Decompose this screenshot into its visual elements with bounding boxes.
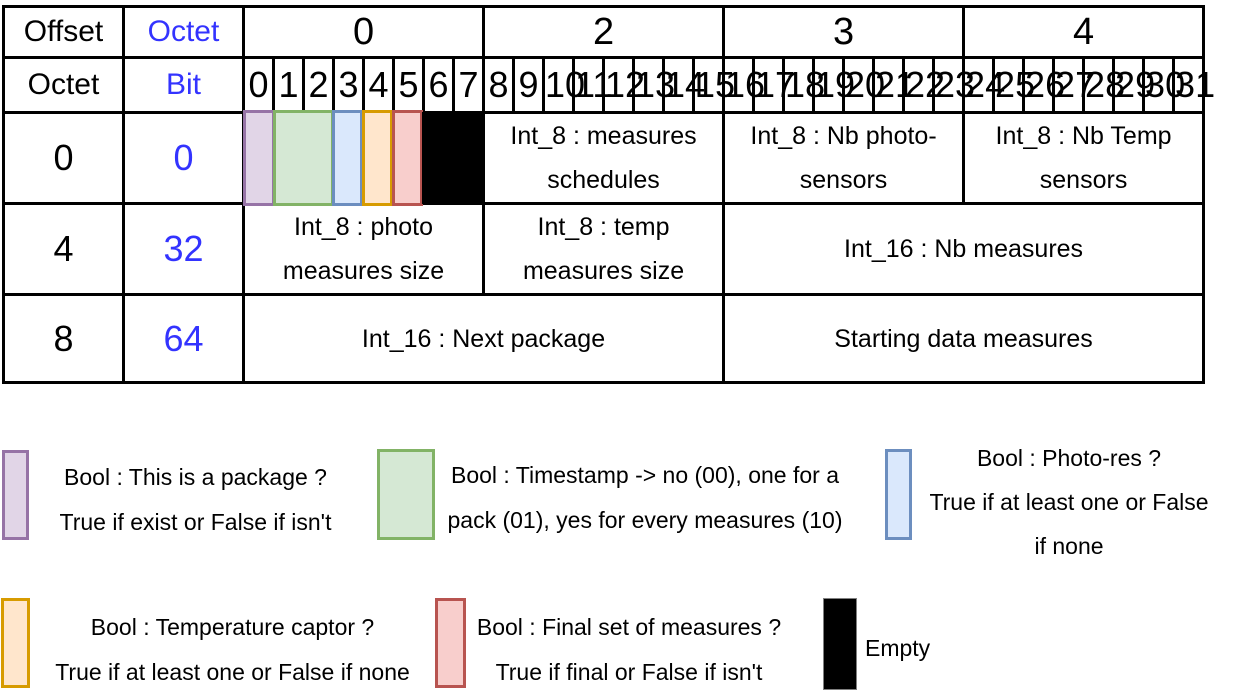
bit-number-cell: 27 bbox=[1052, 56, 1095, 114]
bit-number-cell: 0 bbox=[242, 56, 275, 114]
bit-number-cell: 19 bbox=[812, 56, 855, 114]
photo-flag-box bbox=[332, 110, 363, 206]
legend-line: True if final or False if isn't bbox=[495, 659, 763, 685]
legend-swatch-temperature bbox=[1, 598, 30, 688]
legend-swatch-package bbox=[2, 450, 29, 540]
bit-number-cell: 24 bbox=[962, 56, 1005, 114]
bit-offset-value-cell: 64 bbox=[122, 293, 245, 384]
final-flag-box bbox=[392, 110, 423, 206]
legend-line: Bool : Temperature captor ? bbox=[90, 614, 375, 640]
bit-number-cell: 6 bbox=[422, 56, 455, 114]
field-cell: Starting data measures bbox=[722, 293, 1206, 384]
bit-number-cell: 10 bbox=[542, 56, 585, 114]
offset-value-cell: 8 bbox=[2, 293, 125, 384]
bit-number-cell: 25 bbox=[992, 56, 1035, 114]
empty-flag-box bbox=[422, 112, 484, 204]
field-cell: Int_16 : Next package bbox=[241, 293, 726, 384]
bit-number-cell: 2 bbox=[302, 56, 335, 114]
legend-swatch-final bbox=[435, 598, 466, 688]
legend-swatch-empty bbox=[823, 598, 857, 690]
packet-table: Offset Octet 0 2 3 4 Octet Bit 0 1 2 3 4… bbox=[2, 5, 1215, 384]
octet-header-cell: Octet bbox=[122, 5, 245, 59]
bit-offset-value-cell: 32 bbox=[122, 202, 245, 296]
legend-line: True if exist or False if isn't bbox=[59, 509, 332, 535]
octet-group-cell: 4 bbox=[962, 5, 1206, 59]
field-cell: Int_8 : temp measures size bbox=[482, 202, 726, 296]
legend-line: pack (01), yes for every measures (10) bbox=[447, 507, 843, 533]
field-cell: Int_8 : Nb Temp sensors bbox=[962, 111, 1206, 205]
field-cell: Int_8 : photo measures size bbox=[241, 202, 486, 296]
octet-group-cell: 2 bbox=[482, 5, 726, 59]
octet-group-cell: 3 bbox=[722, 5, 966, 59]
bit-number-cell: 29 bbox=[1112, 56, 1155, 114]
bit-number-cell: 8 bbox=[482, 56, 516, 114]
legend-text-empty: Empty bbox=[865, 626, 1005, 671]
bit-number-cell: 21 bbox=[872, 56, 915, 114]
bit-row-label-cell: Bit bbox=[122, 56, 245, 114]
legend-line: if none bbox=[1034, 533, 1104, 559]
legend-line: True if at least one or False if none bbox=[55, 659, 410, 685]
bit-number-cell: 11 bbox=[572, 56, 612, 114]
legend-text-temperature: Bool : Temperature captor ? True if at l… bbox=[40, 605, 425, 693]
bit-number-cell: 22 bbox=[902, 56, 945, 114]
bit-number-cell: 14 bbox=[662, 56, 705, 114]
bit-number-cell: 26 bbox=[1022, 56, 1065, 114]
bit-number-cell: 16 bbox=[722, 56, 765, 114]
flag-bits-cell bbox=[241, 110, 486, 206]
legend-line: Bool : Timestamp -> no (00), one for a bbox=[451, 462, 839, 488]
legend-text-timestamp: Bool : Timestamp -> no (00), one for a p… bbox=[437, 453, 853, 543]
bit-number-cell: 3 bbox=[332, 56, 365, 114]
bit-offset-value-cell: 0 bbox=[122, 111, 245, 205]
field-cell: Int_8 : measures schedules bbox=[482, 111, 726, 205]
timestamp-flag-box bbox=[273, 110, 334, 206]
legend-text-photo: Bool : Photo-res ? True if at least one … bbox=[918, 436, 1220, 568]
field-cell: Int_16 : Nb measures bbox=[722, 202, 1206, 296]
bit-number-cell: 4 bbox=[362, 56, 395, 114]
offset-value-cell: 4 bbox=[2, 202, 125, 296]
legend-swatch-timestamp bbox=[377, 449, 435, 540]
bit-number-cell: 5 bbox=[392, 56, 425, 114]
legend-line: True if at least one or False bbox=[929, 489, 1209, 515]
bit-number-cell: 9 bbox=[512, 56, 546, 114]
bit-number-cell: 28 bbox=[1082, 56, 1125, 114]
bit-number-cell: 20 bbox=[842, 56, 885, 114]
legend-text-final: Bool : Final set of measures ? True if f… bbox=[468, 605, 790, 693]
legend-line: Bool : Final set of measures ? bbox=[476, 614, 782, 640]
package-flag-box bbox=[243, 110, 275, 206]
bit-number-cell: 18 bbox=[782, 56, 825, 114]
bit-number-cell: 1 bbox=[272, 56, 305, 114]
bit-number-cell: 12 bbox=[602, 56, 645, 114]
legend-line: Bool : This is a package ? bbox=[64, 464, 327, 490]
bit-number-cell: 31 bbox=[1172, 56, 1215, 114]
temperature-flag-box bbox=[362, 110, 393, 206]
bit-number-cell: 7 bbox=[451, 56, 486, 114]
legend-swatch-photo bbox=[885, 449, 912, 540]
legend-line: Bool : Photo-res ? bbox=[976, 445, 1162, 471]
octet-row-label-cell: Octet bbox=[2, 56, 125, 114]
bit-number-cell: 17 bbox=[752, 56, 795, 114]
bit-number-cell: 23 bbox=[932, 56, 975, 114]
bit-number-cell: 15 bbox=[692, 56, 735, 114]
offset-value-cell: 0 bbox=[2, 111, 125, 205]
field-cell: Int_8 : Nb photo-sensors bbox=[722, 111, 966, 205]
offset-header-cell: Offset bbox=[2, 5, 125, 59]
legend-text-package: Bool : This is a package ? True if exist… bbox=[38, 455, 353, 545]
bit-number-cell: 30 bbox=[1142, 56, 1185, 114]
octet-group-cell: 0 bbox=[241, 5, 486, 59]
bit-number-cell: 13 bbox=[632, 56, 675, 114]
legend-line: Empty bbox=[865, 635, 931, 661]
